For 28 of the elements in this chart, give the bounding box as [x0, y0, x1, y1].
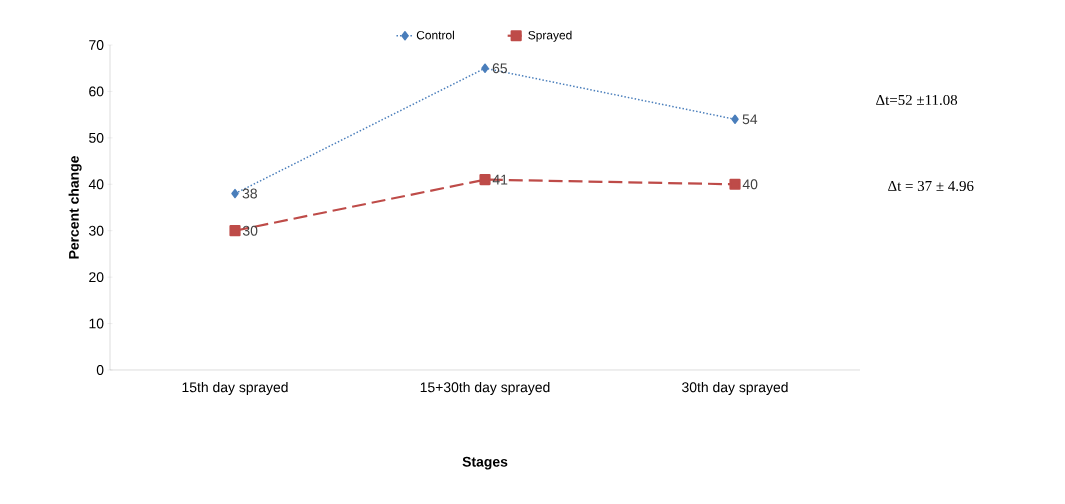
y-axis-title: Percent change	[68, 156, 82, 259]
point	[229, 225, 241, 237]
y-tick-label: 0	[96, 365, 104, 375]
text: Δt = 37 ± 4.96	[888, 180, 974, 192]
y-tick-label: 20	[89, 272, 104, 283]
point	[729, 178, 741, 190]
y-tick-label: 10	[89, 318, 104, 329]
y-tick-label: 60	[89, 86, 104, 97]
y-tick-label: 30	[89, 225, 104, 236]
y-tick-label: 70	[89, 40, 104, 50]
legend-label: Control	[416, 30, 454, 40]
point	[479, 174, 491, 186]
data-label: 30	[242, 225, 258, 236]
x-tick-label: 15+30th day sprayed	[420, 381, 550, 395]
point	[731, 114, 739, 125]
x-tick-label: 15th day sprayed	[182, 381, 288, 395]
point	[231, 188, 239, 199]
data-label: 40	[742, 179, 758, 190]
x-axis-title: Stages	[462, 456, 508, 470]
data-label: 65	[492, 63, 507, 74]
data-label: 54	[742, 114, 758, 125]
data-label: 38	[242, 188, 257, 199]
legend-label: Sprayed	[528, 30, 572, 42]
point	[481, 63, 489, 73]
y-tick-label: 50	[89, 132, 104, 143]
y-tick-label: 40	[88, 179, 104, 190]
x-tick-label: 30th day sprayed	[682, 381, 788, 395]
text: Δt=52 ±11.08	[876, 94, 958, 106]
